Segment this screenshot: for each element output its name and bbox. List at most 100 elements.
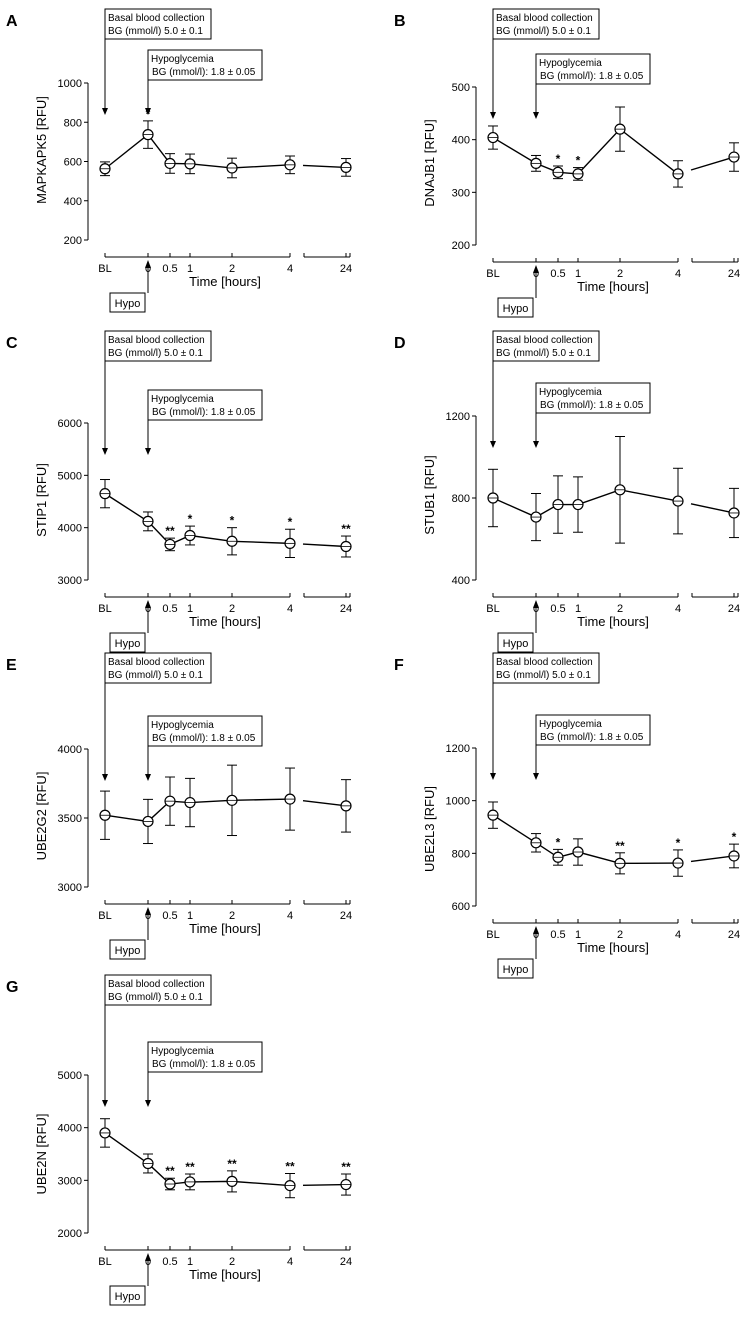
series-line-24h xyxy=(690,156,735,171)
series-line xyxy=(104,798,291,823)
x-tick-label: 4 xyxy=(287,1256,293,1268)
y-tick-label: 500 xyxy=(452,82,470,94)
basal-arrow-head xyxy=(102,774,108,781)
x-axis-title: Time [hours] xyxy=(189,921,261,936)
y-axis-label: MAPKAPK5 [RFU] xyxy=(34,96,49,204)
hypo-box xyxy=(109,292,146,313)
x-tick-label: 1 xyxy=(575,603,581,615)
basal-box xyxy=(104,652,212,684)
significance-marker: * xyxy=(676,836,681,850)
significance-marker: ** xyxy=(165,1164,175,1178)
series-line xyxy=(104,493,291,546)
hypoglycemia-box-title: Hypoglycemia xyxy=(151,394,214,405)
x-tick-label: BL xyxy=(98,1256,111,1268)
hypo-label: Hypo xyxy=(115,945,141,957)
significance-marker: ** xyxy=(285,1159,295,1173)
series-line xyxy=(104,133,291,170)
series-line-24h xyxy=(690,855,735,863)
x-tick-label: 2 xyxy=(617,929,623,941)
x-tick-label: 2 xyxy=(229,263,235,275)
hypo-arrow-head xyxy=(533,600,539,608)
x-tick-label: 0.5 xyxy=(550,929,565,941)
x-axis-title: Time [hours] xyxy=(577,940,649,955)
basal-box-title: Basal blood collection xyxy=(496,657,593,668)
hypoglycemia-box-bg: BG (mmol/l): 1.8 ± 0.05 xyxy=(540,732,644,743)
hypo-box xyxy=(109,632,146,653)
hypoglycemia-arrow-head xyxy=(145,774,151,781)
y-tick-label: 800 xyxy=(64,117,82,129)
series-line xyxy=(492,128,679,175)
x-tick-label: 1 xyxy=(575,268,581,280)
basal-arrow-head xyxy=(490,441,496,448)
basal-box xyxy=(492,8,600,40)
x-tick-label: 0.5 xyxy=(162,603,177,615)
x-tick-label: 2 xyxy=(229,603,235,615)
significance-marker: * xyxy=(556,835,561,849)
y-tick-label: 5000 xyxy=(58,470,82,482)
hypoglycemia-box-bg: BG (mmol/l): 1.8 ± 0.05 xyxy=(540,71,644,82)
y-tick-label: 5000 xyxy=(58,1070,82,1082)
hypoglycemia-arrow-head xyxy=(533,112,539,119)
series-line xyxy=(492,489,679,518)
x-tick-label: 4 xyxy=(287,910,293,922)
hypo-arrow-head xyxy=(533,265,539,273)
y-tick-label: 2000 xyxy=(58,1228,82,1240)
basal-arrow-head xyxy=(102,448,108,455)
hypo-label: Hypo xyxy=(503,303,529,315)
y-tick-label: 600 xyxy=(64,157,82,169)
hypoglycemia-arrow-head xyxy=(145,448,151,455)
y-tick-label: 3000 xyxy=(58,575,82,587)
hypoglycemia-arrow-head xyxy=(145,108,151,115)
x-axis-title: Time [hours] xyxy=(189,274,261,289)
significance-marker: ** xyxy=(185,1160,195,1174)
significance-marker: * xyxy=(188,512,193,526)
x-tick-label: 24 xyxy=(340,263,352,275)
hypoglycemia-box-bg: BG (mmol/l): 1.8 ± 0.05 xyxy=(152,733,256,744)
significance-marker: ** xyxy=(341,1160,351,1174)
significance-marker: ** xyxy=(341,522,351,536)
y-tick-label: 400 xyxy=(452,575,470,587)
panel-letter: E xyxy=(6,657,17,674)
x-tick-label: BL xyxy=(486,929,499,941)
series-line-24h xyxy=(302,164,347,169)
hypo-arrow-head xyxy=(145,260,151,268)
significance-marker: * xyxy=(556,152,561,166)
hypoglycemia-box xyxy=(147,715,263,747)
y-axis-label: STIP1 [RFU] xyxy=(34,463,49,537)
x-tick-label: BL xyxy=(98,603,111,615)
hypo-box xyxy=(497,297,534,318)
y-tick-label: 1000 xyxy=(446,796,470,808)
significance-marker: ** xyxy=(615,839,625,853)
x-axis-title: Time [hours] xyxy=(577,614,649,629)
x-tick-label: 4 xyxy=(675,929,681,941)
series-line-24h xyxy=(302,543,347,548)
basal-box-title: Basal blood collection xyxy=(496,13,593,24)
series-line-24h xyxy=(690,503,735,514)
hypo-label: Hypo xyxy=(503,964,529,976)
y-tick-label: 4000 xyxy=(58,744,82,756)
basal-arrow-head xyxy=(102,1100,108,1107)
x-tick-label: BL xyxy=(98,910,111,922)
basal-box-bg: BG (mmol/l) 5.0 ± 0.1 xyxy=(496,670,591,681)
y-tick-label: 200 xyxy=(64,235,82,247)
y-tick-label: 4000 xyxy=(58,1123,82,1135)
basal-box-bg: BG (mmol/l) 5.0 ± 0.1 xyxy=(496,26,591,37)
basal-arrow-head xyxy=(102,108,108,115)
series-line-24h xyxy=(302,1183,347,1187)
hypoglycemia-box-title: Hypoglycemia xyxy=(539,387,602,398)
x-tick-label: 1 xyxy=(575,929,581,941)
y-tick-label: 4000 xyxy=(58,523,82,535)
x-tick-label: 24 xyxy=(728,929,740,941)
hypo-arrow-head xyxy=(533,926,539,934)
hypoglycemia-box-bg: BG (mmol/l): 1.8 ± 0.05 xyxy=(152,1059,256,1070)
panel-letter: A xyxy=(6,13,18,30)
basal-box-title: Basal blood collection xyxy=(108,13,205,24)
y-tick-label: 400 xyxy=(64,196,82,208)
y-tick-label: 800 xyxy=(452,493,470,505)
basal-box-title: Basal blood collection xyxy=(496,335,593,346)
x-tick-label: 4 xyxy=(287,263,293,275)
